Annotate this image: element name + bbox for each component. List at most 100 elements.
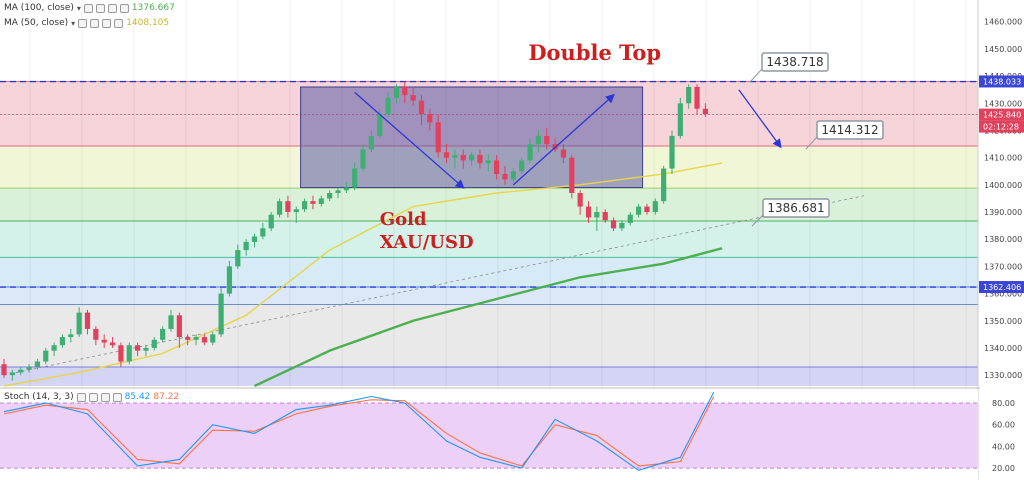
- settings-icon[interactable]: [95, 3, 105, 13]
- candle-body[interactable]: [327, 193, 333, 199]
- candle-body[interactable]: [610, 220, 617, 229]
- close-icon[interactable]: [100, 392, 110, 402]
- callout-top-box[interactable]: [761, 52, 829, 72]
- candle-body[interactable]: [560, 149, 567, 158]
- candle-body[interactable]: [93, 328, 99, 340]
- candle-body[interactable]: [460, 154, 466, 161]
- candle-body[interactable]: [427, 114, 433, 123]
- candle-body[interactable]: [477, 154, 483, 164]
- visibility-icon[interactable]: [83, 3, 93, 13]
- candle-body[interactable]: [702, 108, 708, 115]
- candle-body[interactable]: [210, 334, 216, 343]
- ma50-legend[interactable]: MA (50, close) ▾ 1408.105: [4, 18, 169, 28]
- visibility-icon[interactable]: [78, 18, 88, 28]
- candle-body[interactable]: [68, 334, 74, 338]
- candle-body[interactable]: [377, 114, 383, 136]
- candle-body[interactable]: [26, 366, 32, 370]
- candle-body[interactable]: [118, 345, 124, 362]
- candle-body[interactable]: [661, 168, 667, 202]
- double-top-box[interactable]: [300, 86, 644, 189]
- candle-body[interactable]: [494, 160, 500, 174]
- candle-body[interactable]: [101, 339, 107, 343]
- candle-body[interactable]: [535, 135, 541, 145]
- candle-body[interactable]: [418, 100, 425, 115]
- arrow-up-middle[interactable]: [512, 93, 615, 186]
- more-icon[interactable]: [119, 3, 129, 13]
- close-icon[interactable]: [107, 3, 117, 13]
- candle-body[interactable]: [510, 171, 516, 180]
- settings-icon[interactable]: [88, 392, 98, 402]
- candle-body[interactable]: [185, 337, 191, 340]
- candle-body[interactable]: [251, 236, 258, 242]
- candle-body[interactable]: [135, 345, 141, 351]
- candle-body[interactable]: [310, 201, 316, 204]
- candle-body[interactable]: [335, 190, 341, 193]
- candle-body[interactable]: [385, 97, 391, 115]
- candle-body[interactable]: [393, 86, 400, 98]
- arrow-down-left[interactable]: [354, 91, 465, 189]
- candle-body[interactable]: [352, 168, 358, 188]
- candle-body[interactable]: [293, 209, 299, 213]
- candle-body[interactable]: [76, 312, 82, 335]
- candle-body[interactable]: [151, 339, 157, 348]
- candle-body[interactable]: [577, 193, 583, 207]
- candle-body[interactable]: [193, 337, 199, 340]
- candle-body[interactable]: [1, 364, 7, 376]
- candle-body[interactable]: [268, 214, 274, 229]
- candle-body[interactable]: [694, 86, 700, 109]
- candle-body[interactable]: [527, 144, 533, 161]
- candle-body[interactable]: [285, 201, 291, 213]
- candle-body[interactable]: [519, 160, 525, 172]
- candle-body[interactable]: [569, 157, 575, 193]
- candle-body[interactable]: [260, 228, 266, 237]
- candle-body[interactable]: [9, 372, 15, 376]
- candle-body[interactable]: [619, 222, 625, 229]
- candle-body[interactable]: [452, 154, 458, 158]
- candle-body[interactable]: [168, 315, 174, 329]
- candle-body[interactable]: [594, 212, 600, 218]
- more-icon[interactable]: [114, 18, 124, 28]
- candle-body[interactable]: [669, 135, 675, 169]
- candle-body[interactable]: [443, 152, 450, 158]
- candle-body[interactable]: [644, 206, 650, 213]
- chevron-down-icon[interactable]: ▾: [76, 3, 81, 13]
- candle-body[interactable]: [402, 86, 408, 96]
- candle-body[interactable]: [218, 293, 224, 335]
- candle-body[interactable]: [160, 328, 166, 340]
- candle-body[interactable]: [360, 149, 366, 169]
- ma100-legend[interactable]: MA (100, close) ▾ 1376.667: [4, 3, 175, 13]
- candle-body[interactable]: [109, 342, 116, 346]
- candle-body[interactable]: [126, 345, 132, 362]
- candle-body[interactable]: [602, 212, 608, 221]
- candle-body[interactable]: [243, 241, 249, 251]
- candle-body[interactable]: [226, 266, 233, 294]
- candle-body[interactable]: [410, 95, 416, 101]
- arrow-down-right[interactable]: [738, 89, 782, 149]
- candle-body[interactable]: [34, 361, 40, 367]
- candle-body[interactable]: [485, 160, 491, 164]
- candle-body[interactable]: [677, 103, 683, 136]
- callout-mid-box[interactable]: [816, 120, 884, 140]
- candle-body[interactable]: [18, 369, 24, 373]
- candle-body[interactable]: [652, 201, 658, 213]
- trend-line[interactable]: [3, 195, 865, 376]
- candle-body[interactable]: [686, 86, 692, 104]
- stoch-legend[interactable]: Stoch (14, 3, 3) 85.42 87.22: [4, 392, 179, 402]
- close-icon[interactable]: [102, 18, 112, 28]
- candle-body[interactable]: [502, 173, 508, 180]
- candle-body[interactable]: [368, 135, 374, 150]
- candle-body[interactable]: [302, 201, 308, 210]
- candle-body[interactable]: [59, 337, 66, 346]
- candle-body[interactable]: [435, 122, 441, 153]
- candle-body[interactable]: [43, 350, 49, 362]
- candle-body[interactable]: [318, 198, 324, 204]
- candle-body[interactable]: [84, 312, 91, 329]
- visibility-icon[interactable]: [76, 392, 86, 402]
- candle-body[interactable]: [235, 250, 241, 267]
- candle-body[interactable]: [636, 206, 642, 215]
- candle-body[interactable]: [544, 135, 550, 145]
- candle-body[interactable]: [51, 345, 57, 351]
- candle-body[interactable]: [143, 347, 149, 351]
- candle-body[interactable]: [343, 187, 349, 191]
